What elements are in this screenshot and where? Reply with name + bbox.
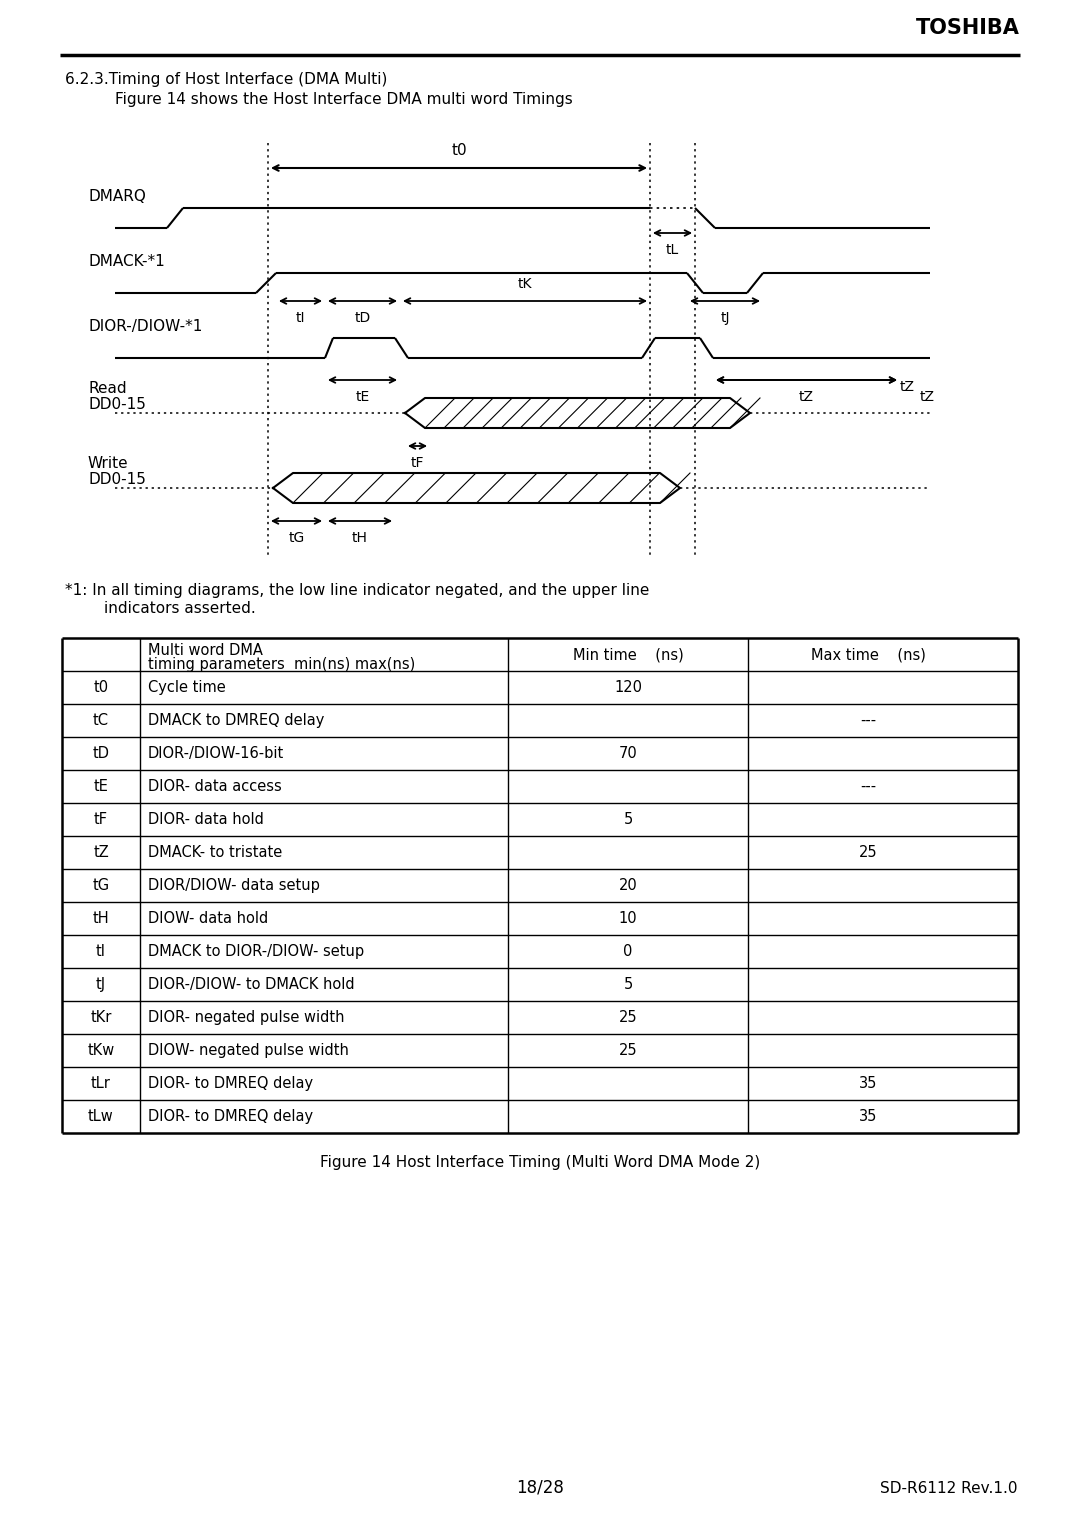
Text: DIOR-/DIOW-*1: DIOR-/DIOW-*1 [87, 319, 202, 335]
Text: DMARQ: DMARQ [87, 189, 146, 205]
Text: tJ: tJ [720, 312, 730, 325]
Text: indicators asserted.: indicators asserted. [65, 601, 256, 616]
Text: ---: --- [860, 714, 876, 727]
Text: DD0-15: DD0-15 [87, 397, 146, 413]
Text: Figure 14 Host Interface Timing (Multi Word DMA Mode 2): Figure 14 Host Interface Timing (Multi W… [320, 1155, 760, 1170]
Text: t0: t0 [94, 680, 109, 695]
Text: tZ: tZ [920, 390, 935, 403]
Text: DMACK to DIOR-/DIOW- setup: DMACK to DIOR-/DIOW- setup [148, 944, 364, 960]
Text: tH: tH [352, 532, 368, 545]
Text: DMACK- to tristate: DMACK- to tristate [148, 845, 282, 860]
Text: tLw: tLw [89, 1109, 113, 1125]
Text: 25: 25 [619, 1010, 637, 1025]
Text: DIOR- to DMREQ delay: DIOR- to DMREQ delay [148, 1109, 313, 1125]
Text: DIOR-/DIOW- to DMACK hold: DIOR-/DIOW- to DMACK hold [148, 976, 354, 992]
Text: Read: Read [87, 380, 126, 396]
Text: tG: tG [93, 879, 109, 892]
Text: tK: tK [517, 277, 532, 290]
Text: Min time    (ns): Min time (ns) [572, 646, 684, 662]
Text: DIOW- negated pulse width: DIOW- negated pulse width [148, 1044, 349, 1057]
Text: DIOW- data hold: DIOW- data hold [148, 911, 268, 926]
Text: DMACK to DMREQ delay: DMACK to DMREQ delay [148, 714, 324, 727]
Text: DMACK-*1: DMACK-*1 [87, 254, 165, 269]
Text: DIOR- data access: DIOR- data access [148, 779, 282, 795]
Text: 35: 35 [859, 1109, 877, 1125]
Text: tLr: tLr [91, 1076, 111, 1091]
Text: Write: Write [87, 455, 129, 471]
Text: tL: tL [666, 243, 679, 257]
Text: Max time    (ns): Max time (ns) [811, 646, 926, 662]
Text: 35: 35 [859, 1076, 877, 1091]
Text: tI: tI [96, 944, 106, 960]
Text: tZ: tZ [799, 390, 814, 403]
Text: DIOR-/DIOW-16-bit: DIOR-/DIOW-16-bit [148, 746, 284, 761]
Text: tI: tI [296, 312, 306, 325]
Text: timing parameters  min(ns) max(ns): timing parameters min(ns) max(ns) [148, 657, 415, 672]
Text: tZ: tZ [93, 845, 109, 860]
Text: tH: tH [93, 911, 109, 926]
Text: Figure 14 shows the Host Interface DMA multi word Timings: Figure 14 shows the Host Interface DMA m… [114, 92, 572, 107]
Text: 25: 25 [619, 1044, 637, 1057]
Text: tD: tD [354, 312, 370, 325]
Text: Cycle time: Cycle time [148, 680, 226, 695]
Text: ---: --- [860, 779, 876, 795]
Text: tE: tE [94, 779, 108, 795]
Text: tZ: tZ [900, 380, 915, 394]
Text: 6.2.3.Timing of Host Interface (DMA Multi): 6.2.3.Timing of Host Interface (DMA Mult… [65, 72, 388, 87]
Text: 25: 25 [859, 845, 877, 860]
Text: tKw: tKw [87, 1044, 114, 1057]
Text: tC: tC [93, 714, 109, 727]
Text: *1: In all timing diagrams, the low line indicator negated, and the upper line: *1: In all timing diagrams, the low line… [65, 584, 649, 597]
Text: 18/28: 18/28 [516, 1478, 564, 1496]
Text: 20: 20 [619, 879, 637, 892]
Text: DIOR- negated pulse width: DIOR- negated pulse width [148, 1010, 345, 1025]
Text: SD-R6112 Rev.1.0: SD-R6112 Rev.1.0 [880, 1481, 1018, 1496]
Text: t0: t0 [451, 144, 467, 157]
Text: DIOR/DIOW- data setup: DIOR/DIOW- data setup [148, 879, 320, 892]
Text: tE: tE [355, 390, 369, 403]
Text: 0: 0 [623, 944, 633, 960]
Text: tF: tF [410, 455, 424, 471]
Text: 5: 5 [623, 811, 633, 827]
Text: TOSHIBA: TOSHIBA [916, 18, 1020, 38]
Text: 5: 5 [623, 976, 633, 992]
Text: Multi word DMA: Multi word DMA [148, 643, 262, 659]
Text: DIOR- data hold: DIOR- data hold [148, 811, 264, 827]
Text: tF: tF [94, 811, 108, 827]
Text: 120: 120 [615, 680, 642, 695]
Text: tD: tD [93, 746, 109, 761]
Text: DD0-15: DD0-15 [87, 472, 146, 487]
Text: 70: 70 [619, 746, 637, 761]
Text: 10: 10 [619, 911, 637, 926]
Text: tKr: tKr [91, 1010, 111, 1025]
Text: tG: tG [288, 532, 305, 545]
Text: DIOR- to DMREQ delay: DIOR- to DMREQ delay [148, 1076, 313, 1091]
Text: tJ: tJ [96, 976, 106, 992]
